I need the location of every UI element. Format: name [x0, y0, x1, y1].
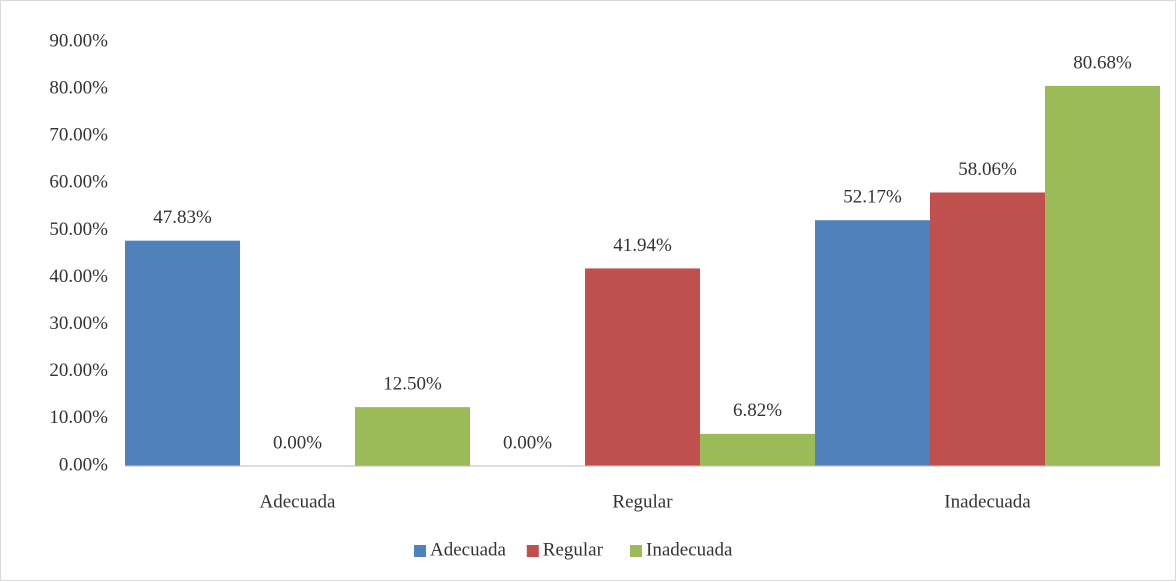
bar	[815, 220, 930, 466]
y-tick-label: 0.00%	[59, 454, 108, 475]
legend-label: Inadecuada	[646, 539, 733, 560]
bar	[125, 240, 240, 466]
value-label: 41.94%	[613, 235, 672, 256]
legend-swatch	[526, 545, 539, 557]
y-tick-label: 80.00%	[49, 77, 108, 98]
y-tick-label: 70.00%	[49, 125, 108, 146]
bar	[355, 407, 470, 466]
legend-swatch	[414, 545, 426, 557]
y-tick-label: 50.00%	[49, 219, 108, 240]
value-label: 47.83%	[153, 207, 212, 228]
x-tick-label: Regular	[612, 491, 673, 512]
bar	[585, 268, 700, 466]
value-label: 6.82%	[733, 400, 782, 421]
y-tick-label: 20.00%	[49, 360, 108, 381]
value-label: 58.06%	[958, 159, 1017, 180]
legend-swatch	[630, 545, 642, 557]
legend-label: Adecuada	[430, 539, 507, 560]
value-label: 12.50%	[383, 373, 442, 394]
x-tick-label: Inadecuada	[944, 491, 1031, 512]
legend-label: Regular	[543, 539, 604, 560]
y-tick-label: 40.00%	[49, 266, 108, 287]
y-tick-label: 30.00%	[49, 313, 108, 334]
y-tick-label: 60.00%	[49, 172, 108, 193]
bar	[700, 433, 815, 466]
value-label: 52.17%	[843, 187, 902, 208]
x-tick-label: Adecuada	[260, 491, 337, 512]
bar	[930, 192, 1045, 466]
value-label: 0.00%	[503, 432, 552, 453]
bar	[1045, 85, 1160, 466]
y-tick-label: 90.00%	[49, 30, 108, 51]
value-label: 0.00%	[273, 432, 322, 453]
y-tick-label: 10.00%	[49, 407, 108, 428]
value-label: 80.68%	[1073, 52, 1132, 73]
